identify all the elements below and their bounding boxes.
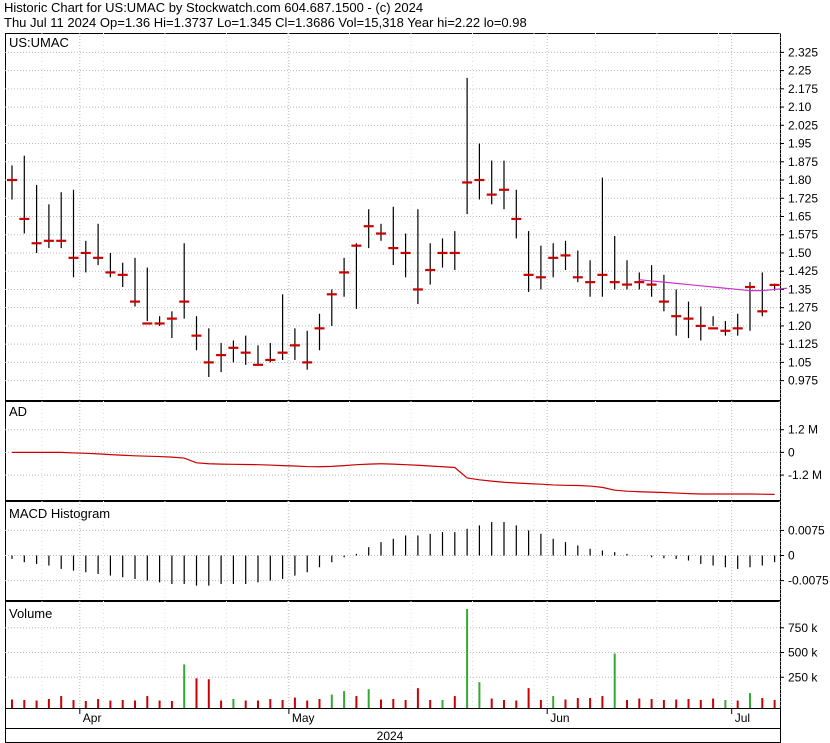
volume-axis-label: 500 k <box>788 646 818 660</box>
price-axis-label: 1.125 <box>788 337 818 351</box>
price-axis-label: 0.975 <box>788 374 818 388</box>
volume-panel-title: Volume <box>9 606 52 621</box>
price-axis-label: 2.10 <box>788 100 812 114</box>
price-axis-label: 1.05 <box>788 355 812 369</box>
month-label: Apr <box>83 711 102 725</box>
ad-axis-label: 0 <box>788 445 795 459</box>
ad-axis-label: -1.2 M <box>788 468 822 482</box>
month-label: Jun <box>550 711 569 725</box>
price-axis-label: 1.35 <box>788 282 812 296</box>
volume-axis-label: 750 k <box>788 621 818 635</box>
price-axis-label: 1.425 <box>788 264 818 278</box>
macd-axis-label: 0 <box>788 549 795 563</box>
chart-header-quote: Thu Jul 11 2024 Op=1.36 Hi=1.3737 Lo=1.3… <box>4 15 527 30</box>
chart-header-title: Historic Chart for US:UMAC by Stockwatch… <box>4 0 424 15</box>
price-axis-label: 1.725 <box>788 191 818 205</box>
price-axis-label: 2.025 <box>788 118 818 132</box>
macd-axis-label: -0.0075 <box>788 574 829 588</box>
month-label: May <box>292 711 315 725</box>
price-axis-label: 1.80 <box>788 173 812 187</box>
ad-panel-title: AD <box>9 404 27 419</box>
panel-frame-1 <box>5 401 781 501</box>
price-axis-label: 1.275 <box>788 301 818 315</box>
month-label: Jul <box>735 711 750 725</box>
price-axis-label: 2.25 <box>788 64 812 78</box>
price-axis-label: 1.875 <box>788 155 818 169</box>
year-label: 2024 <box>377 729 404 743</box>
moving-average-line <box>639 279 787 292</box>
price-axis-label: 1.575 <box>788 228 818 242</box>
ad-axis-label: 1.2 M <box>788 423 818 437</box>
price-axis-label: 1.65 <box>788 210 812 224</box>
price-axis-label: 2.175 <box>788 82 818 96</box>
panel-frame-3 <box>5 601 781 709</box>
price-axis-label: 2.325 <box>788 45 818 59</box>
volume-axis-label: 250 k <box>788 670 818 684</box>
price-axis-label: 1.50 <box>788 246 812 260</box>
price-panel-title: US:UMAC <box>9 35 69 50</box>
price-axis-label: 1.20 <box>788 319 812 333</box>
panel-frame-2 <box>5 501 781 601</box>
macd-axis-label: 0.0075 <box>788 523 825 537</box>
macd-panel-title: MACD Histogram <box>9 506 110 521</box>
price-axis-label: 1.95 <box>788 137 812 151</box>
ad-line <box>12 451 775 495</box>
month-axis-frame <box>5 708 781 729</box>
